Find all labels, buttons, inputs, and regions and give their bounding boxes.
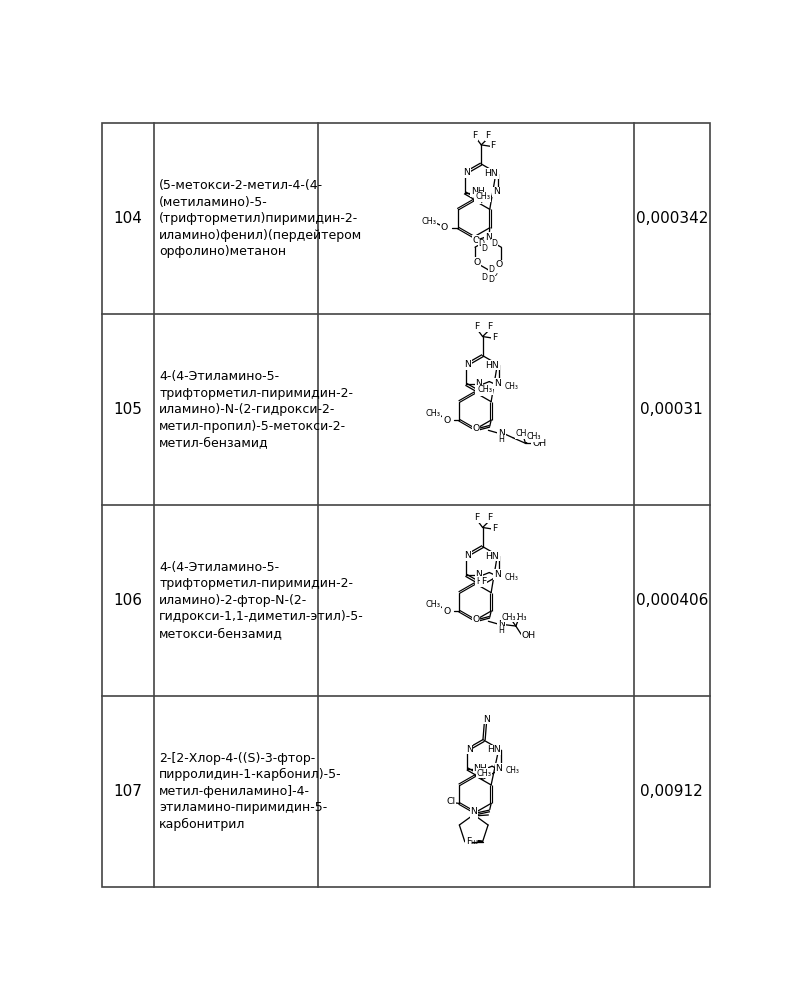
Text: F: F: [474, 513, 479, 522]
Text: CH₃: CH₃: [425, 600, 440, 609]
Text: D: D: [489, 275, 494, 284]
Text: OH: OH: [532, 439, 546, 448]
Text: D: D: [482, 244, 488, 253]
Text: F: F: [466, 837, 471, 846]
Text: HN: HN: [487, 745, 501, 754]
Text: O: O: [472, 236, 480, 245]
Text: NH: NH: [474, 764, 487, 773]
Text: H: H: [476, 386, 482, 395]
Text: N: N: [494, 379, 501, 388]
Text: F: F: [474, 322, 479, 331]
Text: CH₃: CH₃: [425, 409, 440, 418]
Text: CH₃: CH₃: [477, 769, 492, 778]
Text: CH₃: CH₃: [476, 192, 491, 201]
Text: F: F: [473, 131, 478, 140]
Text: 0,00031: 0,00031: [641, 402, 703, 417]
Text: 4-(4-Этиламино-5-
трифторметил-пиримидин-2-
иламино)-2-фтор-N-(2-
гидрокси-1,1-д: 4-(4-Этиламино-5- трифторметил-пиримидин…: [159, 561, 364, 640]
Text: D: D: [491, 269, 497, 278]
Text: N: N: [494, 570, 501, 579]
Text: (5-метокси-2-метил-4-(4-
(метиламино)-5-
(трифторметил)пиримидин-2-
иламино)фени: (5-метокси-2-метил-4-(4- (метиламино)-5-…: [159, 179, 363, 258]
Text: D: D: [489, 265, 494, 274]
Text: 4-(4-Этиламино-5-
трифторметил-пиримидин-2-
иламино)-N-(2-гидрокси-2-
метил-проп: 4-(4-Этиламино-5- трифторметил-пиримидин…: [159, 370, 353, 449]
Text: HN: HN: [485, 552, 499, 561]
Text: D: D: [491, 239, 497, 248]
Text: N: N: [476, 379, 482, 388]
Text: N: N: [496, 764, 502, 773]
Text: H: H: [474, 194, 481, 203]
Text: NH: NH: [470, 187, 485, 196]
Text: O: O: [443, 416, 451, 425]
Text: D: D: [495, 263, 501, 272]
Text: O: O: [472, 615, 480, 624]
Text: CH₃: CH₃: [512, 613, 527, 622]
Text: N: N: [464, 551, 471, 560]
Text: 0,000406: 0,000406: [635, 593, 708, 608]
Text: 106: 106: [113, 593, 143, 608]
Text: Ш: Ш: [470, 840, 477, 845]
Text: CH₃: CH₃: [516, 429, 530, 438]
Text: H: H: [476, 577, 482, 586]
Text: F: F: [492, 333, 497, 342]
Text: CH₃: CH₃: [502, 613, 516, 622]
Text: 107: 107: [113, 784, 143, 799]
Text: OH: OH: [522, 631, 536, 640]
Text: H: H: [498, 626, 505, 635]
Text: O: O: [474, 258, 481, 267]
Text: O: O: [470, 809, 478, 818]
Text: CH₃: CH₃: [505, 382, 518, 391]
Text: N: N: [493, 187, 500, 196]
Text: D: D: [478, 239, 484, 248]
Text: F: F: [481, 577, 486, 586]
Text: CH₃: CH₃: [506, 766, 520, 775]
Text: 105: 105: [113, 402, 143, 417]
Text: N: N: [464, 360, 471, 369]
Text: F: F: [485, 131, 491, 140]
Text: F: F: [490, 141, 496, 150]
Text: CH₃: CH₃: [421, 217, 436, 226]
Text: N: N: [483, 715, 490, 724]
Text: F: F: [492, 524, 497, 533]
Text: N: N: [485, 233, 492, 242]
Text: Cl: Cl: [446, 797, 455, 806]
Text: N: N: [498, 620, 505, 629]
Text: N: N: [476, 570, 482, 579]
Text: CH₃: CH₃: [527, 432, 541, 441]
Text: 104: 104: [113, 211, 143, 226]
Text: N: N: [466, 745, 473, 754]
Text: HN: HN: [485, 361, 499, 370]
Text: N: N: [463, 168, 470, 177]
Text: CH₃: CH₃: [478, 385, 492, 394]
Text: 0,000342: 0,000342: [635, 211, 708, 226]
Text: O: O: [440, 223, 447, 232]
Text: O: O: [472, 424, 480, 433]
Text: H: H: [498, 435, 505, 444]
Text: O: O: [496, 260, 503, 269]
Text: 2-[2-Хлор-4-((S)-3-фтор-
пирролидин-1-карбонил)-5-
метил-фениламино]-4-
этиламин: 2-[2-Хлор-4-((S)-3-фтор- пирролидин-1-ка…: [159, 752, 342, 831]
Text: D: D: [482, 273, 488, 282]
Text: F: F: [487, 513, 492, 522]
Text: 0,00912: 0,00912: [641, 784, 703, 799]
Text: F: F: [487, 322, 492, 331]
Text: O: O: [443, 607, 451, 616]
Text: HN: HN: [484, 169, 498, 178]
Text: CH₃: CH₃: [505, 573, 518, 582]
Text: N: N: [498, 429, 505, 438]
Text: N: N: [470, 807, 477, 816]
